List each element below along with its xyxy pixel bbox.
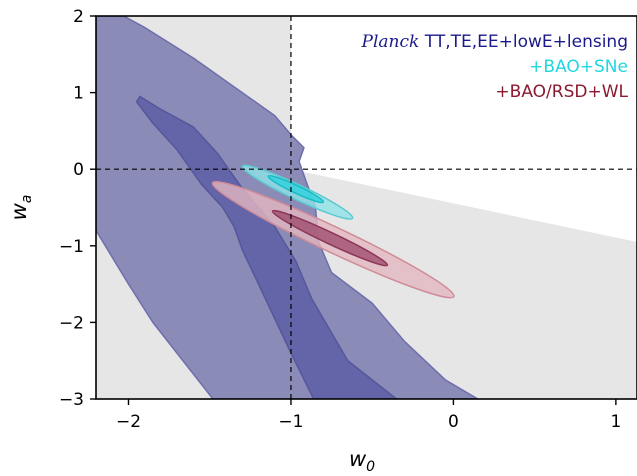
x-axis-label: w0	[349, 447, 375, 475]
y-tick-label: −2	[59, 313, 84, 333]
contour-planck-tt-te-ee-lowe-lensing-68	[135, 95, 398, 399]
legend-entry: +BAO+SNe	[529, 57, 628, 77]
y-tick-label: −1	[59, 237, 84, 257]
legend-entry: Planck TT,TE,EE+lowE+lensing	[361, 32, 628, 52]
x-tick-label: −1	[278, 412, 303, 432]
y-tick-label: 0	[73, 160, 84, 180]
legend-entry: +BAO/RSD+WL	[495, 82, 628, 102]
x-tick-label: 1	[610, 412, 621, 432]
contour-bao-rsd-wl-68	[271, 209, 389, 267]
x-tick-label: −2	[116, 412, 141, 432]
y-axis-label: wa	[7, 195, 35, 221]
y-tick-label: 2	[73, 7, 84, 27]
contour-bao-sne-68	[267, 174, 325, 204]
y-tick-label: −3	[59, 390, 84, 410]
axes-frame	[95, 15, 637, 400]
y-tick-label: 1	[73, 84, 84, 104]
x-tick-label: 0	[448, 412, 459, 432]
